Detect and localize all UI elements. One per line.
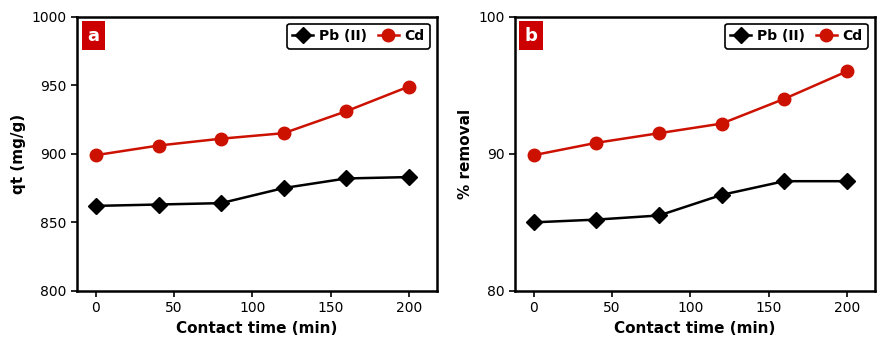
Text: a: a <box>88 27 99 45</box>
Pb (II) <box>779 179 789 183</box>
Y-axis label: % removal: % removal <box>458 109 473 199</box>
Cd <box>90 153 101 157</box>
Cd <box>403 84 414 88</box>
X-axis label: Contact time (min): Contact time (min) <box>176 321 338 336</box>
Line: Cd: Cd <box>89 80 415 161</box>
Line: Cd: Cd <box>528 65 853 161</box>
Pb (II) <box>403 175 414 179</box>
Legend: Pb (II), Cd: Pb (II), Cd <box>287 24 430 49</box>
Pb (II) <box>842 179 852 183</box>
Cd <box>529 153 540 157</box>
Pb (II) <box>591 218 602 222</box>
Pb (II) <box>654 213 664 218</box>
Cd <box>654 131 664 135</box>
Line: Pb (II): Pb (II) <box>528 176 852 228</box>
Pb (II) <box>278 186 289 190</box>
Pb (II) <box>341 176 352 180</box>
Text: b: b <box>525 27 538 45</box>
Line: Pb (II): Pb (II) <box>90 171 415 211</box>
Cd <box>716 121 727 126</box>
Pb (II) <box>529 220 540 225</box>
Cd <box>591 141 602 145</box>
Pb (II) <box>716 193 727 197</box>
Cd <box>779 97 789 101</box>
Cd <box>341 109 352 113</box>
Pb (II) <box>153 202 164 206</box>
Cd <box>278 131 289 135</box>
X-axis label: Contact time (min): Contact time (min) <box>614 321 776 336</box>
Pb (II) <box>216 201 227 205</box>
Cd <box>216 137 227 141</box>
Pb (II) <box>90 204 101 208</box>
Legend: Pb (II), Cd: Pb (II), Cd <box>725 24 868 49</box>
Cd <box>842 69 852 74</box>
Y-axis label: qt (mg/g): qt (mg/g) <box>12 114 26 194</box>
Cd <box>153 143 164 147</box>
